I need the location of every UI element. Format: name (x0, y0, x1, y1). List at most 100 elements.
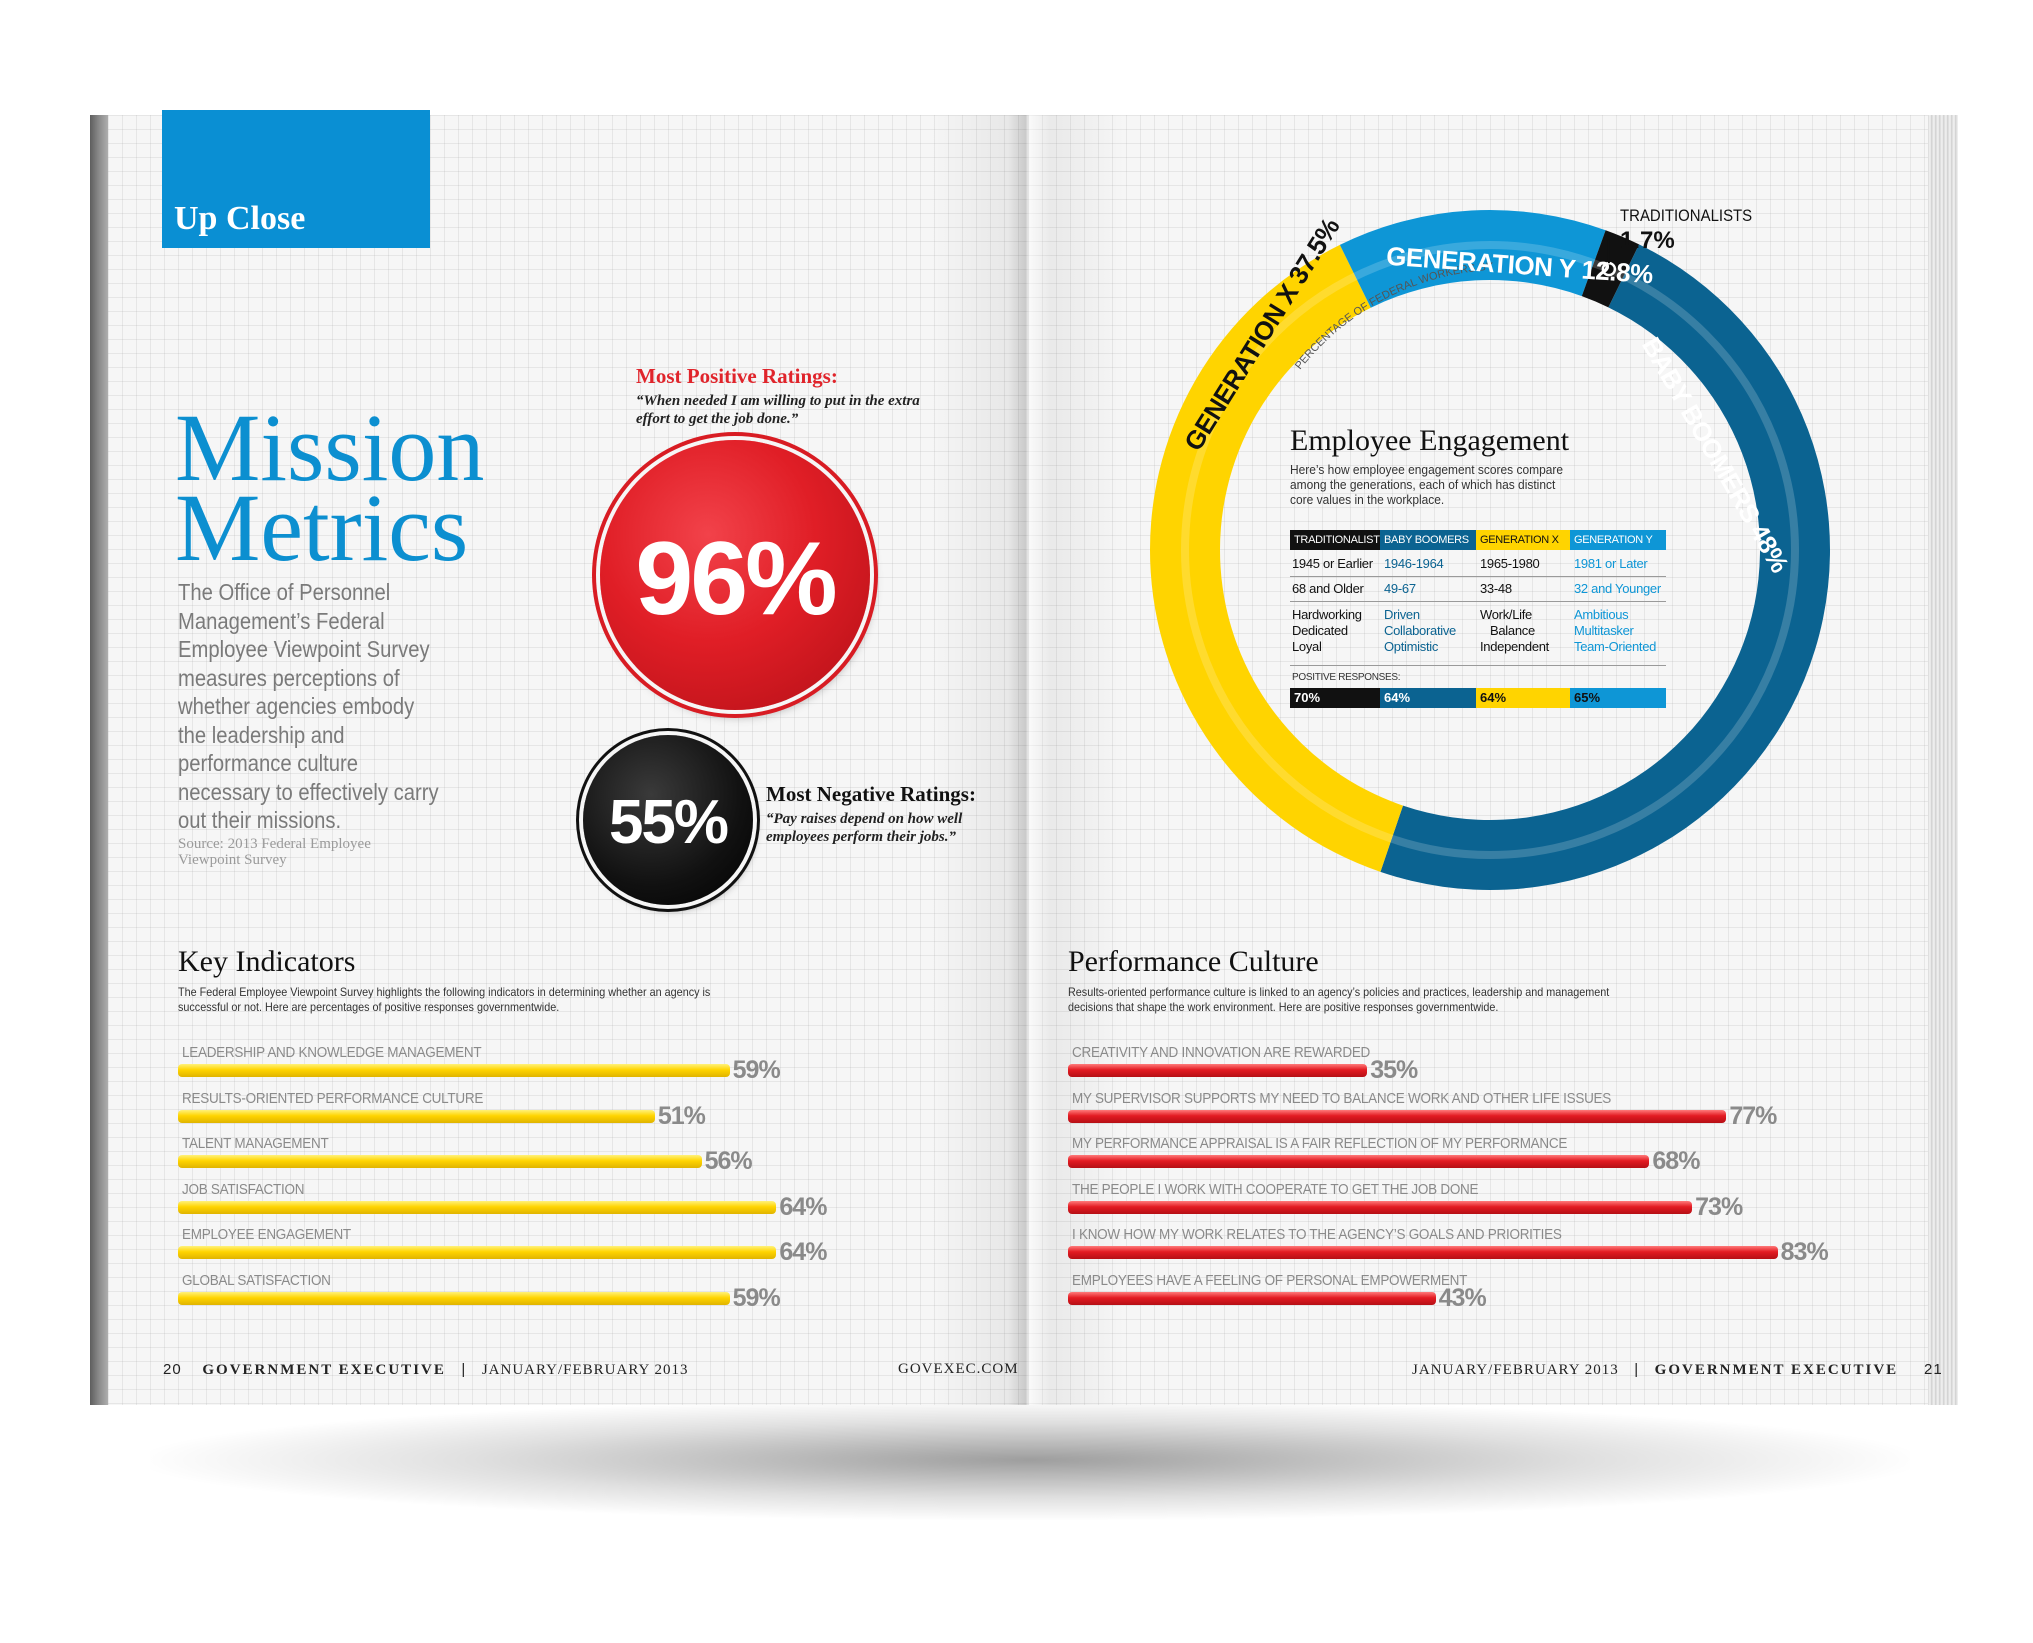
publication-name-right: GOVERNMENT EXECUTIVE (1654, 1362, 1899, 1378)
key-indicators-title: Key Indicators (178, 945, 356, 978)
value-word: Dedicated (1292, 623, 1348, 638)
performance-bar-value: 83% (1780, 1238, 1829, 1266)
key-indicator-bar (178, 1109, 655, 1123)
performance-culture-description: Results-oriented performance culture is … (1068, 985, 1610, 1014)
table-header-generation-x: GENERATION X (1476, 530, 1570, 550)
value-word: Team-Oriented (1574, 639, 1657, 654)
title-line-1: Mission (175, 394, 485, 501)
key-indicator-bar (178, 1291, 730, 1305)
performance-bar-value: 68% (1652, 1147, 1700, 1175)
title-line-2: Metrics (175, 474, 469, 581)
right-page (1028, 115, 1928, 1405)
performance-bar (1068, 1246, 1778, 1259)
issue-date-right: JANUARY/FEBRUARY 2013 (1412, 1362, 1619, 1378)
positive-traditionalists: 70% (1290, 688, 1380, 708)
performance-bar-label: THE PEOPLE I WORK WITH COOPERATE TO GET … (1072, 1180, 1479, 1198)
generation-y-segment (1339, 209, 1606, 308)
value-word: Optimistic (1384, 639, 1439, 654)
footer-separator-left: | (461, 1361, 467, 1378)
performance-culture-title: Performance Culture (1068, 945, 1319, 978)
page-edge-left (90, 115, 112, 1405)
most-positive-value: 96% (635, 521, 837, 637)
performance-bar-value: 77% (1729, 1101, 1777, 1130)
engagement-title: Employee Engagement (1290, 424, 1570, 457)
table-cell: Work/Life Balance Independent (1480, 607, 1549, 655)
table-cell: 1965-1980 (1480, 556, 1540, 571)
table-divider (1290, 601, 1666, 602)
traditionalists-callout-value: 1.7% (1620, 227, 1675, 254)
page-number-left: 20 (163, 1361, 182, 1378)
positive-generation-x: 64% (1476, 688, 1570, 708)
key-indicator-bar-value: 56% (704, 1147, 753, 1175)
value-word: Multitasker (1574, 623, 1634, 638)
footer-right: JANUARY/FEBRUARY 2013 | GOVERNMENT EXECU… (1412, 1361, 1943, 1379)
key-indicator-bar-value: 51% (657, 1101, 706, 1130)
key-indicator-bar-label: TALENT MANAGEMENT (182, 1135, 329, 1152)
engagement-description: Here’s how employee engagement scores co… (1290, 462, 1564, 507)
spine-gutter (930, 115, 1125, 1405)
key-indicator-bar-label: GLOBAL SATISFACTION (182, 1271, 331, 1289)
positive-baby-boomers: 64% (1380, 688, 1476, 708)
table-cell: Hardworking Dedicated Loyal (1292, 607, 1362, 655)
gen-y-value: 12.8% (1580, 254, 1654, 290)
key-indicator-bar-value: 59% (732, 1056, 781, 1084)
table-cell: Ambitious Multitasker Team-Oriented (1574, 607, 1656, 655)
most-positive-heading: Most Positive Ratings: (636, 364, 838, 388)
most-negative-heading: Most Negative Ratings: (766, 782, 976, 806)
baby-boomers-segment (1380, 244, 1831, 890)
traditionalists-callout-label: TRADITIONALISTS (1620, 206, 1753, 225)
table-header-traditionalists: TRADITIONALISTS (1290, 530, 1387, 550)
value-word: Collaborative (1384, 623, 1456, 638)
key-indicator-bar (178, 1155, 702, 1168)
performance-bar (1068, 1109, 1727, 1123)
performance-bar-label: CREATIVITY AND INNOVATION ARE REWARDED (1072, 1044, 1371, 1061)
spread-shadow (150, 1400, 1910, 1520)
performance-bar (1068, 1291, 1436, 1305)
key-indicator-bar-label: EMPLOYEE ENGAGEMENT (182, 1226, 351, 1243)
most-positive-quote: “When needed I am willing to put in the … (636, 393, 920, 427)
table-cell: 1981 or Later (1574, 556, 1648, 571)
key-indicator-bar-value: 59% (732, 1283, 781, 1312)
performance-bar-value: 35% (1370, 1056, 1418, 1084)
performance-bar-value: 43% (1438, 1283, 1487, 1312)
value-word: Balance (1490, 623, 1535, 638)
value-word: Hardworking (1292, 607, 1362, 622)
section-tab-label: Up Close (174, 200, 306, 237)
table-divider (1290, 576, 1666, 577)
page-title: Mission Metrics (175, 394, 485, 581)
generation-x-segment (1150, 244, 1403, 872)
performance-bar-label: MY PERFORMANCE APPRAISAL IS A FAIR REFLE… (1072, 1135, 1568, 1152)
footer-left: 20 GOVERNMENT EXECUTIVE | JANUARY/FEBRUA… (163, 1361, 689, 1379)
table-header-generation-y: GENERATION Y (1570, 530, 1666, 550)
table-cell: 68 and Older (1292, 581, 1364, 596)
positive-responses-label: POSITIVE RESPONSES: (1292, 672, 1401, 683)
key-indicator-bar-value: 64% (779, 1192, 827, 1221)
key-indicator-bar (178, 1246, 777, 1259)
ring-highlight (1181, 241, 1799, 859)
table-cell: 32 and Younger (1574, 581, 1661, 596)
source-note: Source: 2013 Federal Employee Viewpoint … (178, 836, 371, 868)
table-cell: 1946-1964 (1384, 556, 1444, 571)
key-indicator-bar (178, 1064, 730, 1077)
performance-bar (1068, 1200, 1693, 1214)
most-positive-badge: 96% (600, 440, 870, 710)
performance-bar-label: MY SUPERVISOR SUPPORTS MY NEED TO BALANC… (1072, 1089, 1612, 1107)
table-header-baby-boomers: BABY BOOMERS (1380, 530, 1476, 550)
positive-generation-y: 65% (1570, 688, 1666, 708)
table-cell: 49-67 (1384, 581, 1416, 596)
table-cell: 1945 or Earlier (1292, 556, 1373, 571)
website-link[interactable]: GOVEXEC.COM (898, 1361, 1019, 1377)
performance-bar (1068, 1155, 1650, 1168)
performance-bar (1068, 1064, 1368, 1077)
value-word: Loyal (1292, 639, 1322, 654)
most-negative-badge: 55% (583, 735, 753, 905)
most-negative-quote: “Pay raises depend on how well employees… (766, 811, 963, 845)
table-cell: 33-48 (1480, 581, 1512, 596)
key-indicator-bar (178, 1200, 777, 1214)
table-divider (1290, 665, 1666, 666)
section-tab: Up Close (162, 110, 430, 248)
value-word: Independent (1480, 639, 1549, 654)
performance-bar-label: EMPLOYEES HAVE A FEELING OF PERSONAL EMP… (1072, 1271, 1468, 1289)
key-indicators-description: The Federal Employee Viewpoint Survey hi… (178, 985, 711, 1014)
